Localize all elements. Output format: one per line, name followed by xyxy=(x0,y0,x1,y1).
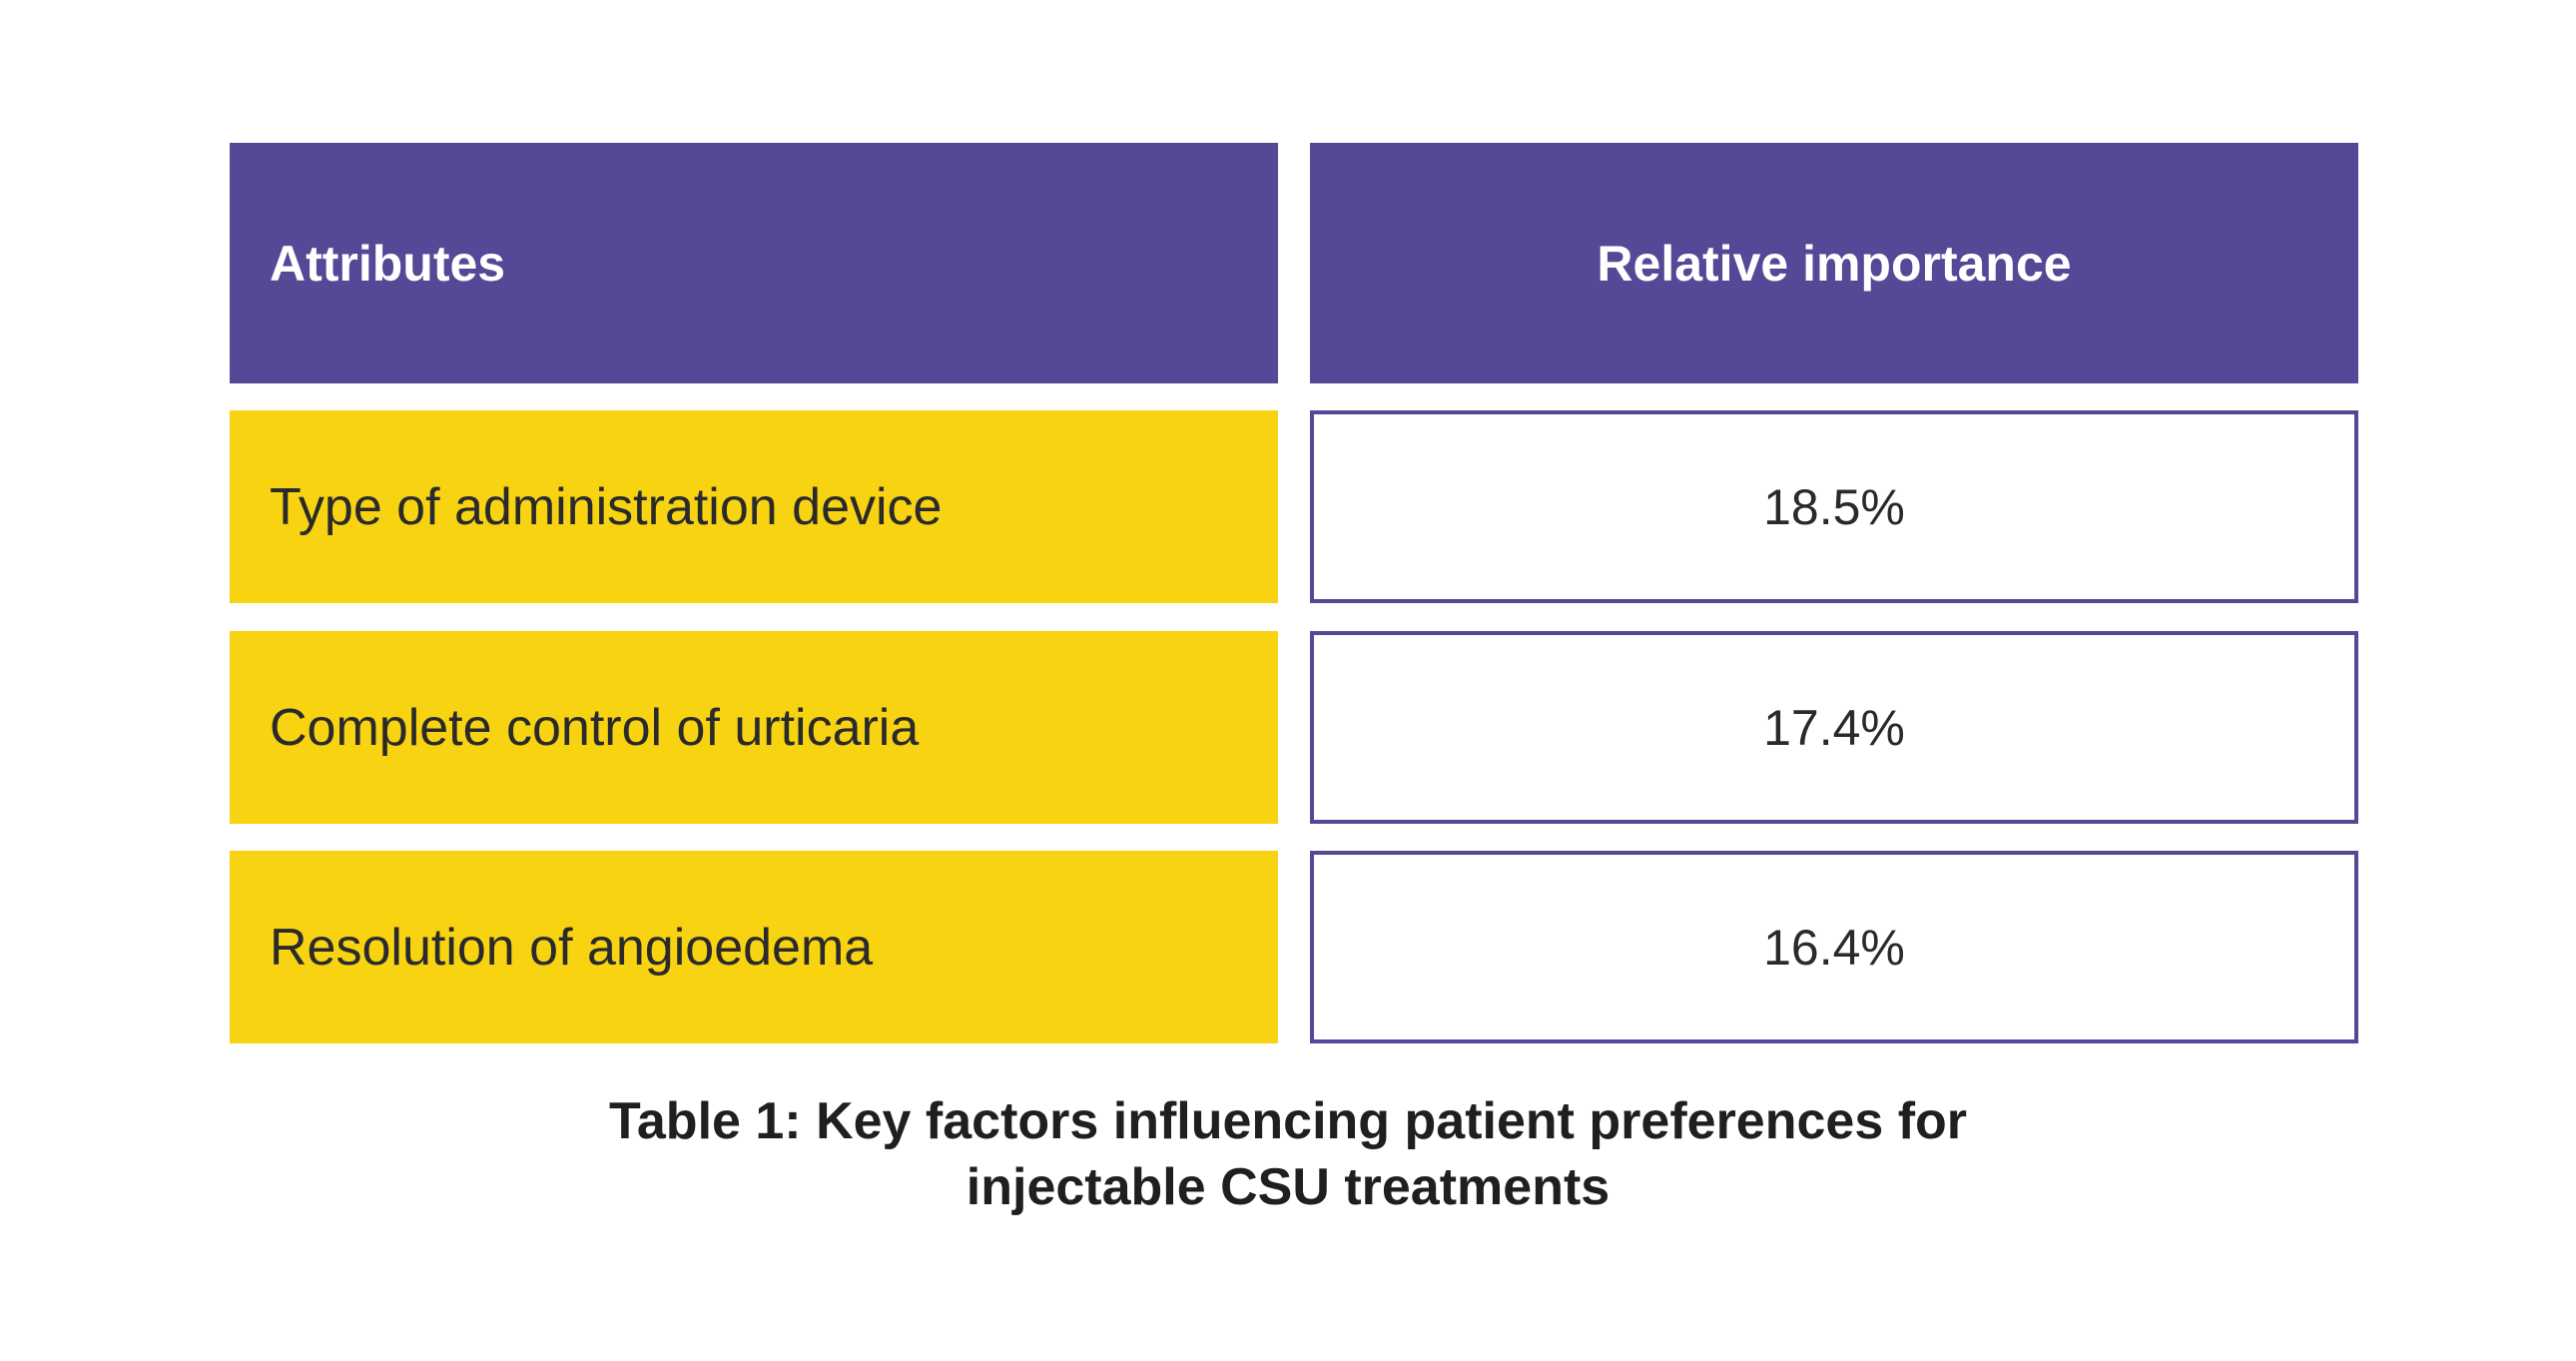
header-relative-importance: Relative importance xyxy=(1310,143,2358,383)
caption-line-2: injectable CSU treatments xyxy=(966,1158,1610,1216)
importance-cell-administration-device: 18.5% xyxy=(1310,410,2358,603)
attribute-cell-administration-device: Type of administration device xyxy=(230,410,1278,603)
header-attributes: Attributes xyxy=(230,143,1278,383)
attribute-cell-angioedema-resolution: Resolution of angioedema xyxy=(230,851,1278,1043)
attribute-cell-urticaria-control: Complete control of urticaria xyxy=(230,631,1278,824)
caption-line-1: Table 1: Key factors influencing patient… xyxy=(608,1092,1968,1150)
importance-cell-angioedema-resolution: 16.4% xyxy=(1310,851,2358,1043)
table-caption: Table 1: Key factors influencing patient… xyxy=(0,1088,2576,1220)
importance-cell-urticaria-control: 17.4% xyxy=(1310,631,2358,824)
